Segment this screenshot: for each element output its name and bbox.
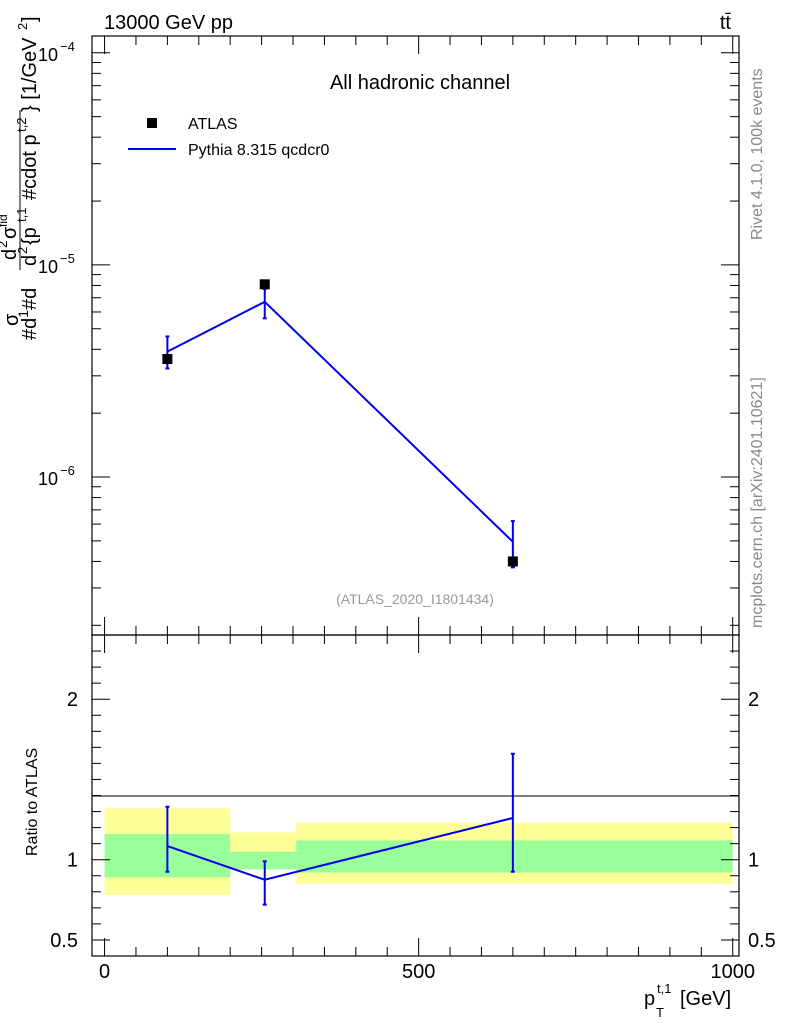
x-axis-label: p t,1 T [GeV] — [644, 981, 731, 1020]
svg-text:2: 2 — [15, 23, 30, 30]
main-panel: All hadronic channel (ATLAS_2020_I180143… — [0, 16, 740, 636]
svg-text:t,2: t,2 — [14, 118, 29, 132]
svg-text:#d1#d: #d1#d — [15, 288, 41, 340]
legend-label-atlas: ATLAS — [188, 116, 238, 133]
main-ylabel: #d1#d d 2 {p t,1 #cdot p t,2 } [1/GeV 2 … — [0, 16, 41, 340]
svg-text:σ: σ — [0, 226, 21, 239]
ratio-y-tick-label-left: 2 — [67, 689, 78, 711]
legend: ATLAS Pythia 8.315 qcdcr0 — [128, 116, 330, 159]
legend-marker-atlas — [147, 118, 157, 128]
x-tick-label: 1000 — [710, 961, 755, 983]
svg-text:2: 2 — [15, 247, 30, 254]
y-tick-label-exp: −4 — [60, 39, 75, 54]
svg-text:t,1: t,1 — [657, 981, 671, 996]
rivet-label: Rivet 4.1.0, 100k events — [749, 68, 766, 240]
energy-label: 13000 GeV pp — [104, 12, 233, 34]
y-tick-label-exp: −6 — [60, 463, 75, 478]
svg-text:]: ] — [19, 16, 41, 22]
svg-text:p: p — [644, 988, 655, 1010]
ratio-panel: 0.5 0.5 1 1 2 2 0 500 1000 Ratio to ATLAS p t,1 … — [24, 634, 776, 1020]
ratio-y-tick-label-right: 1 — [748, 850, 759, 872]
svg-text:fid: fid — [0, 214, 10, 227]
ratio-y-tick-label-right: 0.5 — [748, 930, 776, 952]
ratio-ticks: 0.5 0.5 1 1 2 2 0 500 1000 — [50, 634, 776, 983]
svg-text:{p: {p — [19, 227, 41, 245]
analysis-label: (ATLAS_2020_I1801434) — [336, 591, 494, 607]
ratio-frame — [91, 634, 740, 957]
svg-text:σ: σ — [1, 313, 23, 326]
x-tick-label: 500 — [402, 961, 435, 983]
svg-text:T: T — [656, 1005, 664, 1020]
mcplots-label: mcplots.cern.ch [arXiv:2401.10621] — [749, 377, 766, 628]
ratio-bands — [104, 808, 733, 896]
process-label: tt̄ — [720, 12, 732, 34]
atlas-data-point — [259, 279, 270, 290]
x-tick-label: 0 — [99, 961, 110, 983]
ratio-band-inner — [296, 840, 733, 873]
mc-line — [166, 300, 514, 543]
ratio-y-tick-label-left: 1 — [67, 850, 78, 872]
svg-text:t,1: t,1 — [14, 208, 29, 222]
svg-text:d: d — [19, 255, 41, 266]
ratio-data — [165, 752, 515, 906]
atlas-data-point — [507, 556, 518, 567]
y-tick-label-base: 10 — [38, 469, 58, 489]
ratio-y-tick-label-left: 0.5 — [50, 930, 78, 952]
svg-text:#cdot p: #cdot p — [19, 134, 41, 200]
y-tick-label: 10 −4 — [38, 39, 75, 65]
svg-text:[GeV]: [GeV] — [680, 988, 731, 1010]
y-tick-label-base: 10 — [38, 257, 58, 277]
main-data — [162, 279, 518, 569]
main-title: All hadronic channel — [330, 72, 510, 94]
main-ticks: 10−610−510−4 — [38, 36, 739, 635]
svg-text:} [1/GeV: } [1/GeV — [19, 37, 41, 112]
atlas-data-point — [162, 354, 173, 365]
svg-text:d: d — [0, 249, 21, 260]
ratio-ylabel: Ratio to ATLAS — [24, 748, 41, 856]
y-tick-label: 10 −5 — [38, 251, 75, 277]
ratio-y-tick-label-right: 2 — [748, 689, 759, 711]
svg-text:2: 2 — [0, 241, 10, 248]
y-tick-label: 10 −6 — [38, 463, 75, 489]
y-tick-label-base: 10 — [38, 45, 58, 65]
y-tick-label-exp: −5 — [60, 251, 75, 266]
legend-label-pythia: Pythia 8.315 qcdcr0 — [188, 142, 330, 159]
